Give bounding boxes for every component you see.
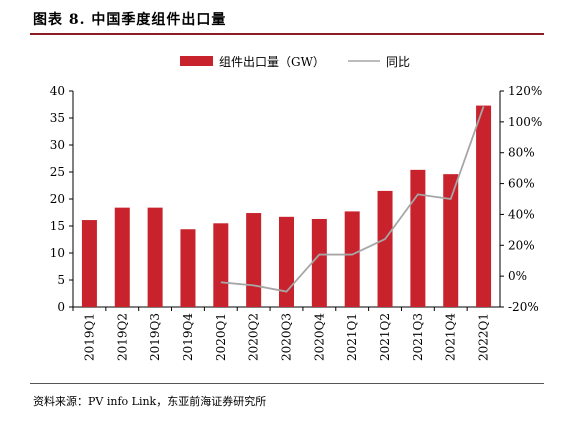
title-rule [30, 33, 544, 35]
right-axis-tick-label: -20% [508, 300, 539, 314]
footer-rule [30, 383, 544, 384]
left-axis-tick-label: 10 [50, 246, 65, 260]
bar [279, 216, 294, 307]
x-axis-tick-label: 2021Q1 [345, 313, 359, 361]
x-axis-tick-label: 2021Q4 [444, 313, 458, 361]
bar [476, 105, 492, 307]
x-axis-tick-label: 2019Q1 [82, 313, 96, 361]
left-axis-tick-label: 35 [50, 111, 65, 125]
legend-bar-swatch [180, 56, 213, 66]
left-axis-tick-label: 0 [57, 300, 65, 314]
bar [213, 223, 229, 307]
x-axis-tick-label: 2022Q1 [477, 313, 491, 361]
legend-line-label: 同比 [386, 55, 410, 69]
bar [246, 213, 262, 307]
x-axis-tick-label: 2020Q3 [280, 313, 294, 361]
bars [81, 105, 492, 307]
right-axis-tick-label: 100% [508, 115, 542, 129]
left-axis-tick-label: 40 [50, 84, 65, 98]
right-axis-tick-label: 120% [508, 84, 542, 98]
source-note: 资料来源：PV info Link，东亚前海证券研究所 [33, 395, 267, 408]
x-axis-tick-label: 2019Q3 [148, 313, 162, 361]
right-axis-tick-label: 0% [508, 269, 527, 283]
x-axis-tick-label: 2019Q4 [181, 313, 195, 361]
x-axis-tick-label: 2019Q2 [115, 313, 129, 361]
bar [147, 207, 163, 307]
bar [114, 207, 130, 307]
legend: 组件出口量（GW） 同比 [180, 55, 410, 69]
right-axis-tick-label: 40% [508, 207, 535, 221]
right-axis-tick-label: 60% [508, 177, 535, 191]
bar [180, 229, 196, 307]
bar [81, 220, 97, 307]
bar [377, 190, 393, 307]
bar [344, 211, 360, 307]
bar [311, 218, 327, 307]
axes: 0 5 10 15 20 25 30 35 40 -20% 0% 20% 40% 60% 80% 100% 12… [50, 84, 543, 314]
left-axis-tick-label: 5 [57, 273, 65, 287]
yoy-line [220, 106, 485, 293]
x-axis-tick-label: 2020Q1 [214, 313, 228, 361]
x-axis-tick-label: 2020Q4 [312, 313, 326, 361]
bar [443, 174, 459, 307]
yoy-polyline [220, 106, 485, 293]
left-axis-tick-label: 30 [50, 138, 65, 152]
left-axis-tick-label: 20 [50, 192, 65, 206]
right-axis-tick-label: 80% [508, 146, 535, 160]
x-axis-labels: 2019Q1 2019Q2 2019Q3 2019Q4 2020Q1 2020Q2 2020… [82, 313, 490, 361]
x-axis-tick-label: 2021Q3 [411, 313, 425, 361]
x-axis-tick-label: 2020Q2 [247, 313, 261, 361]
left-axis-tick-label: 15 [50, 219, 65, 233]
x-axis-tick-label: 2021Q2 [378, 313, 392, 361]
left-axis-tick-label: 25 [50, 165, 65, 179]
right-axis-tick-label: 20% [508, 238, 535, 252]
figure-title: 图表 8. 中国季度组件出口量 [33, 12, 227, 28]
legend-bar-label: 组件出口量（GW） [219, 55, 325, 69]
bar [410, 169, 426, 307]
